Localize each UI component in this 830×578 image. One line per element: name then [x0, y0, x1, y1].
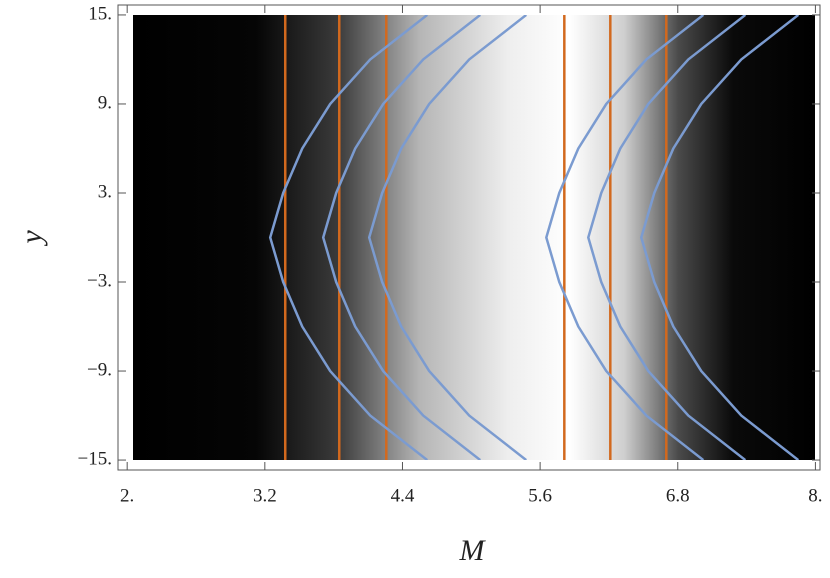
y-tick-label: −3.: [87, 270, 112, 291]
contour-curve: [640, 15, 800, 460]
plot-frame: [117, 4, 821, 471]
contour-curve: [367, 15, 528, 460]
x-tick-label: 6.8: [666, 485, 690, 506]
x-axis-label: M: [459, 534, 487, 567]
density-background: [133, 15, 815, 460]
x-tick-label: 8.: [808, 485, 822, 506]
y-tick-label: 9.: [98, 92, 112, 113]
x-tick-label: 3.2: [253, 485, 277, 506]
contour-curve: [545, 15, 705, 460]
x-tick-label: 2.: [120, 485, 134, 506]
plot-marks: [268, 15, 800, 460]
y-tick-label: −15.: [78, 448, 112, 469]
y-tick-label: 3.: [98, 181, 112, 202]
y-tick-label: −9.: [87, 359, 112, 380]
x-tick-label: 4.4: [391, 485, 415, 506]
contour-curve: [268, 15, 429, 460]
x-tick-label: 5.6: [528, 485, 552, 506]
contour-curve: [321, 15, 482, 460]
y-axis-label: y: [15, 230, 48, 247]
y-tick-label: 15.: [88, 3, 112, 24]
contour-curve: [587, 15, 747, 460]
